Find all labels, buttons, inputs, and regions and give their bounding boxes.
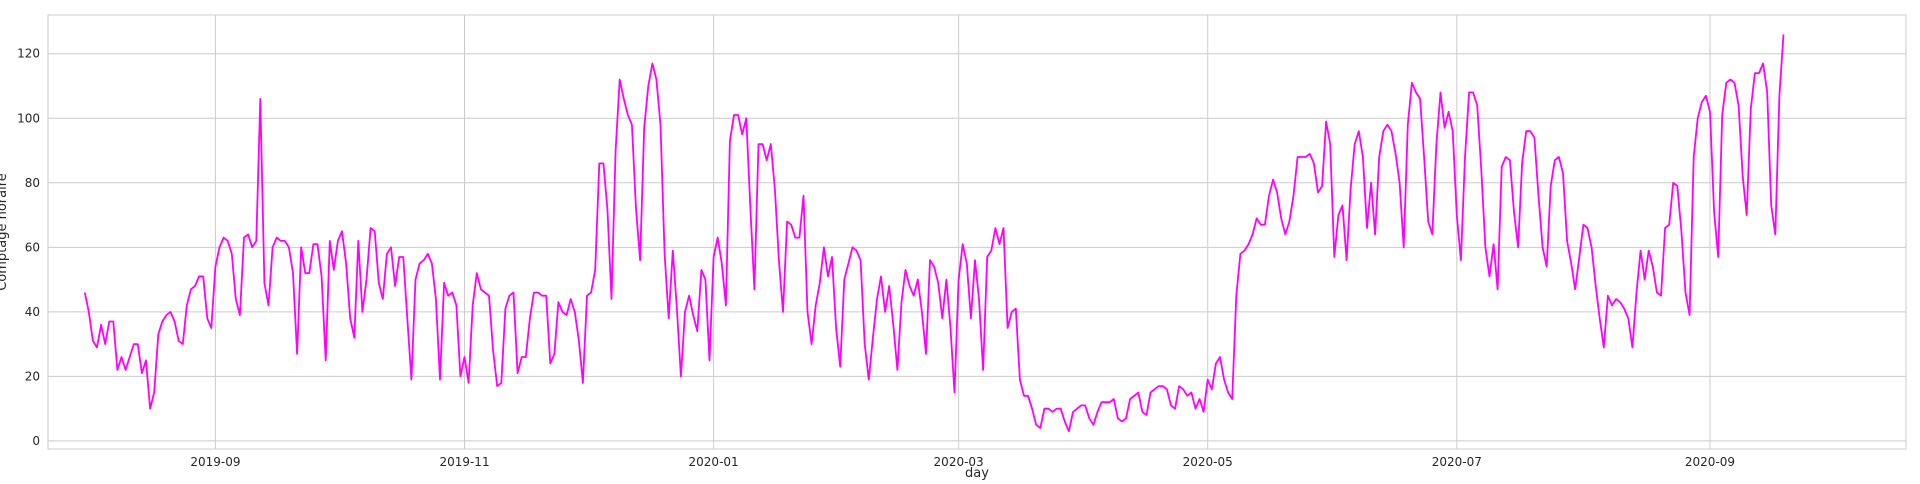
grid xyxy=(48,15,1906,449)
x-tick-label: 2020-03 xyxy=(934,455,984,469)
x-tick-label: 2019-11 xyxy=(439,455,489,469)
y-tick-label: 80 xyxy=(25,176,40,190)
x-tick-label: 2020-07 xyxy=(1432,455,1482,469)
y-axis-label: Comptage horaire xyxy=(0,173,10,291)
y-tick-label: 100 xyxy=(17,111,40,125)
x-axis-label: day xyxy=(965,466,989,480)
x-tick-label: 2020-01 xyxy=(689,455,739,469)
y-tick-label: 120 xyxy=(17,47,40,61)
series-layer xyxy=(83,34,1785,433)
x-tick-label: 2020-05 xyxy=(1183,455,1233,469)
series-line xyxy=(83,34,1785,433)
y-tick-label: 0 xyxy=(32,434,40,448)
y-tick-label: 20 xyxy=(25,369,40,383)
y-tick-label: 40 xyxy=(25,305,40,319)
x-tick-label: 2019-09 xyxy=(190,455,240,469)
tick-labels: 0 20 40 60 80 100 120 2019-09 2019-11 2020-01 2020… xyxy=(17,47,1735,469)
plot-area xyxy=(47,14,1907,450)
y-tick-label: 60 xyxy=(25,240,40,254)
x-tick-label: 2020-09 xyxy=(1685,455,1735,469)
